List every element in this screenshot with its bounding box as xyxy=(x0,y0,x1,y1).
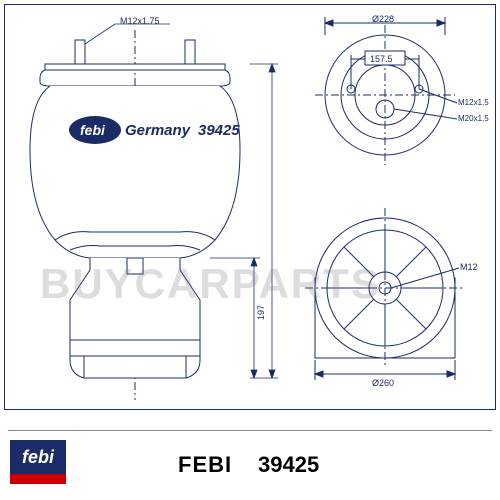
side-elevation xyxy=(30,30,240,400)
dim-thread2: M20x1.5 xyxy=(458,114,489,123)
footer-logo-accent xyxy=(10,474,66,484)
brand-partnum-inline: 39425 xyxy=(198,122,240,139)
dim-bottom-outer: Ø260 xyxy=(372,378,394,388)
footer-brand: FEBI xyxy=(178,452,232,478)
dim-top-outer-d: Ø228 xyxy=(372,14,394,24)
brand-country: Germany xyxy=(125,122,190,139)
watermark: BUYCARPARTS xyxy=(40,260,381,308)
dim-thread1: M12x1.5 xyxy=(458,98,489,107)
dim-bolt-spacing: 157.5 xyxy=(370,54,393,64)
febi-logo-on-part: febi xyxy=(80,122,105,138)
technical-drawing xyxy=(0,0,500,410)
top-view xyxy=(315,17,457,165)
dim-center-thread: M12 xyxy=(460,262,478,272)
footer-part-number: 39425 xyxy=(258,452,319,478)
footer-logo-text: febi xyxy=(22,447,54,468)
dim-bolt-thread: M12x1.75 xyxy=(120,16,160,26)
footer-separator xyxy=(8,430,492,431)
footer-logo: febi xyxy=(10,440,66,474)
